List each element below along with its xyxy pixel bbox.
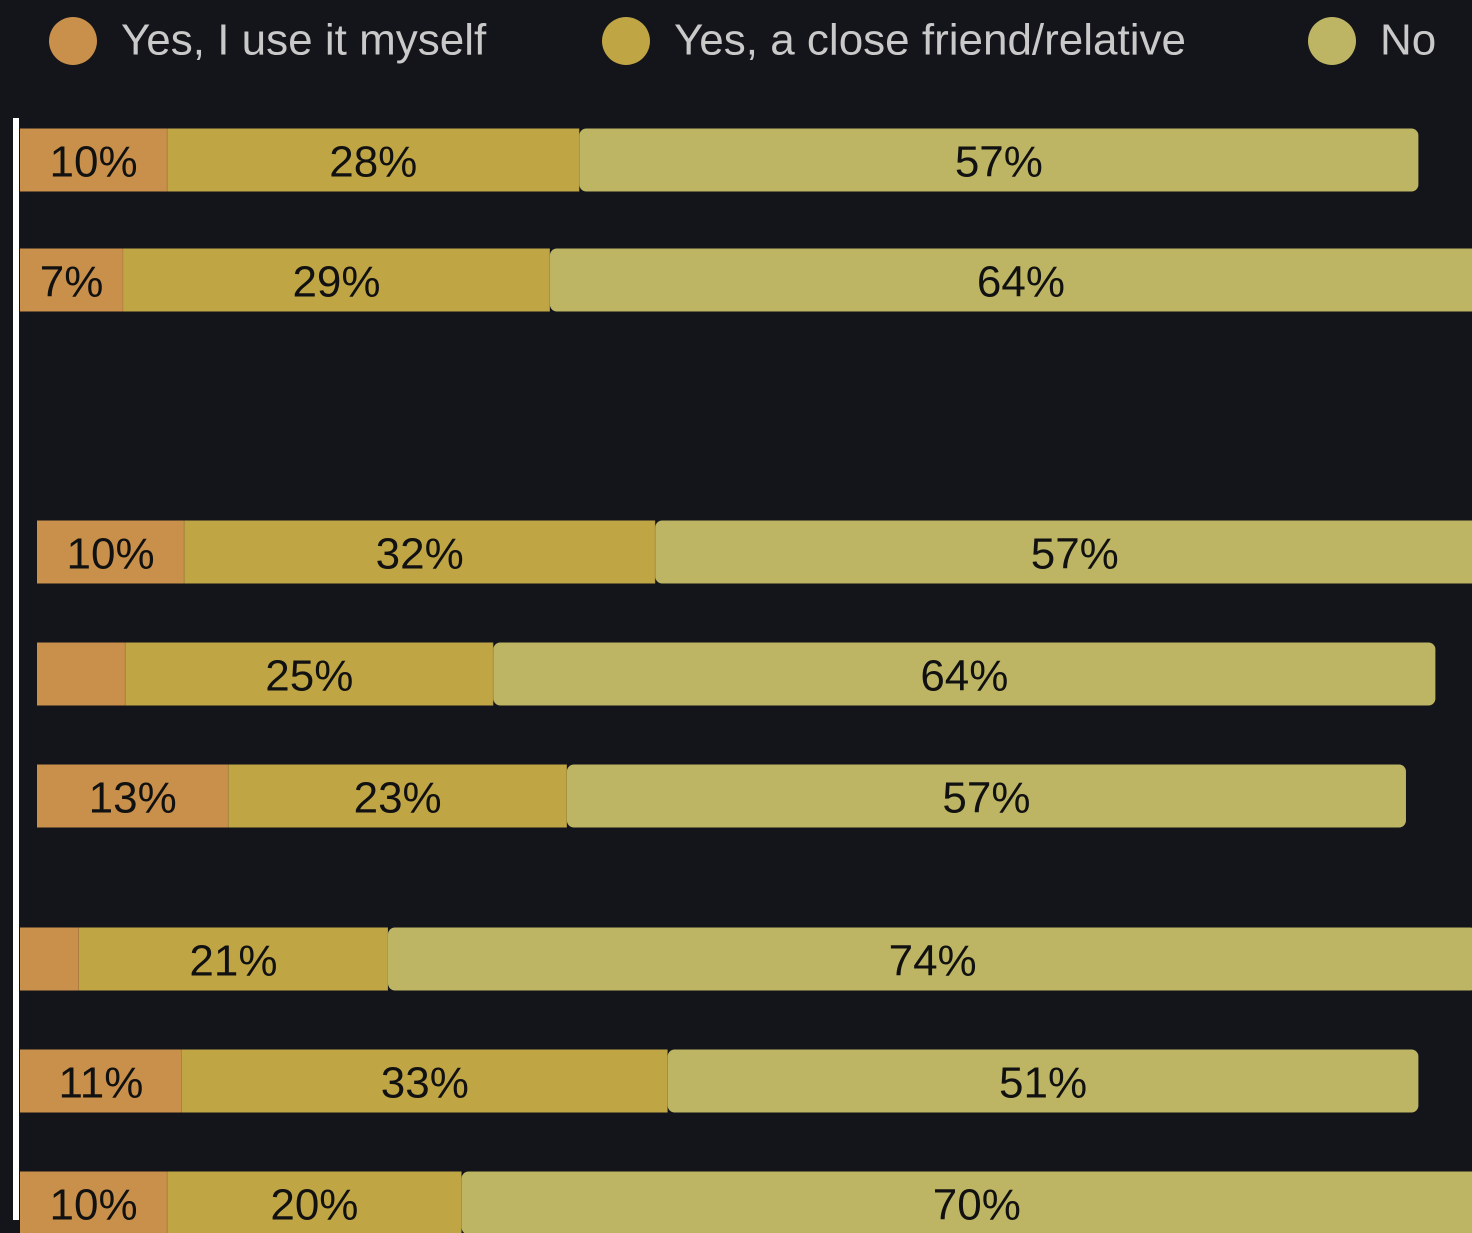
bar-segment (655, 520, 1472, 584)
legend-label: Yes, a close friend/relative (674, 16, 1186, 65)
bar-segment (181, 1049, 668, 1113)
bar-segment (20, 248, 124, 312)
data-label: 11% (59, 1059, 144, 1108)
legend-marker (602, 17, 650, 65)
data-label: 57% (955, 138, 1043, 187)
bar-segment (37, 642, 126, 706)
bar-segment (184, 520, 656, 584)
data-label: 29% (292, 258, 380, 307)
bar-segment (493, 642, 1436, 706)
data-label: 70% (933, 1181, 1021, 1230)
data-label: 21% (189, 937, 277, 986)
data-label: 57% (942, 774, 1030, 823)
data-label: 23% (354, 774, 442, 823)
bar-segment (667, 1049, 1419, 1113)
data-label: 10% (50, 138, 138, 187)
bar-segment (20, 927, 79, 991)
data-label: 13% (89, 774, 177, 823)
bar-segment (228, 764, 567, 828)
data-label: 10% (67, 530, 155, 579)
data-label: 74% (889, 937, 977, 986)
data-label: 10% (50, 1181, 138, 1230)
data-label: 28% (329, 138, 417, 187)
bar-segment (549, 248, 1472, 312)
legend-label: Yes, I use it myself (121, 16, 487, 65)
data-label: 51% (999, 1059, 1087, 1108)
bar-segment (566, 764, 1406, 828)
data-label: 57% (1031, 530, 1119, 579)
legend-marker (49, 17, 97, 65)
bar-segment (167, 128, 580, 192)
data-label: 25% (265, 652, 353, 701)
data-label: 33% (381, 1059, 469, 1108)
legend-marker (1308, 17, 1356, 65)
bar-segment (20, 1049, 182, 1113)
axis-line (13, 118, 19, 1220)
bar-segment (20, 128, 168, 192)
data-label: 32% (376, 530, 464, 579)
bar-segment (123, 248, 550, 312)
bar-segment (20, 1171, 168, 1233)
bar-segment (167, 1171, 462, 1233)
bar-segment (125, 642, 494, 706)
legend-label: No (1380, 16, 1436, 65)
bar-segment (37, 520, 185, 584)
data-label: 64% (977, 258, 1065, 307)
bar-segment (78, 927, 388, 991)
bar-segment (37, 764, 229, 828)
data-label: 7% (40, 258, 104, 307)
bar-segment (461, 1171, 1472, 1233)
data-label: 64% (920, 652, 1008, 701)
data-label: 20% (270, 1181, 358, 1230)
bar-segment (388, 927, 1472, 991)
bar-segment (579, 128, 1419, 192)
